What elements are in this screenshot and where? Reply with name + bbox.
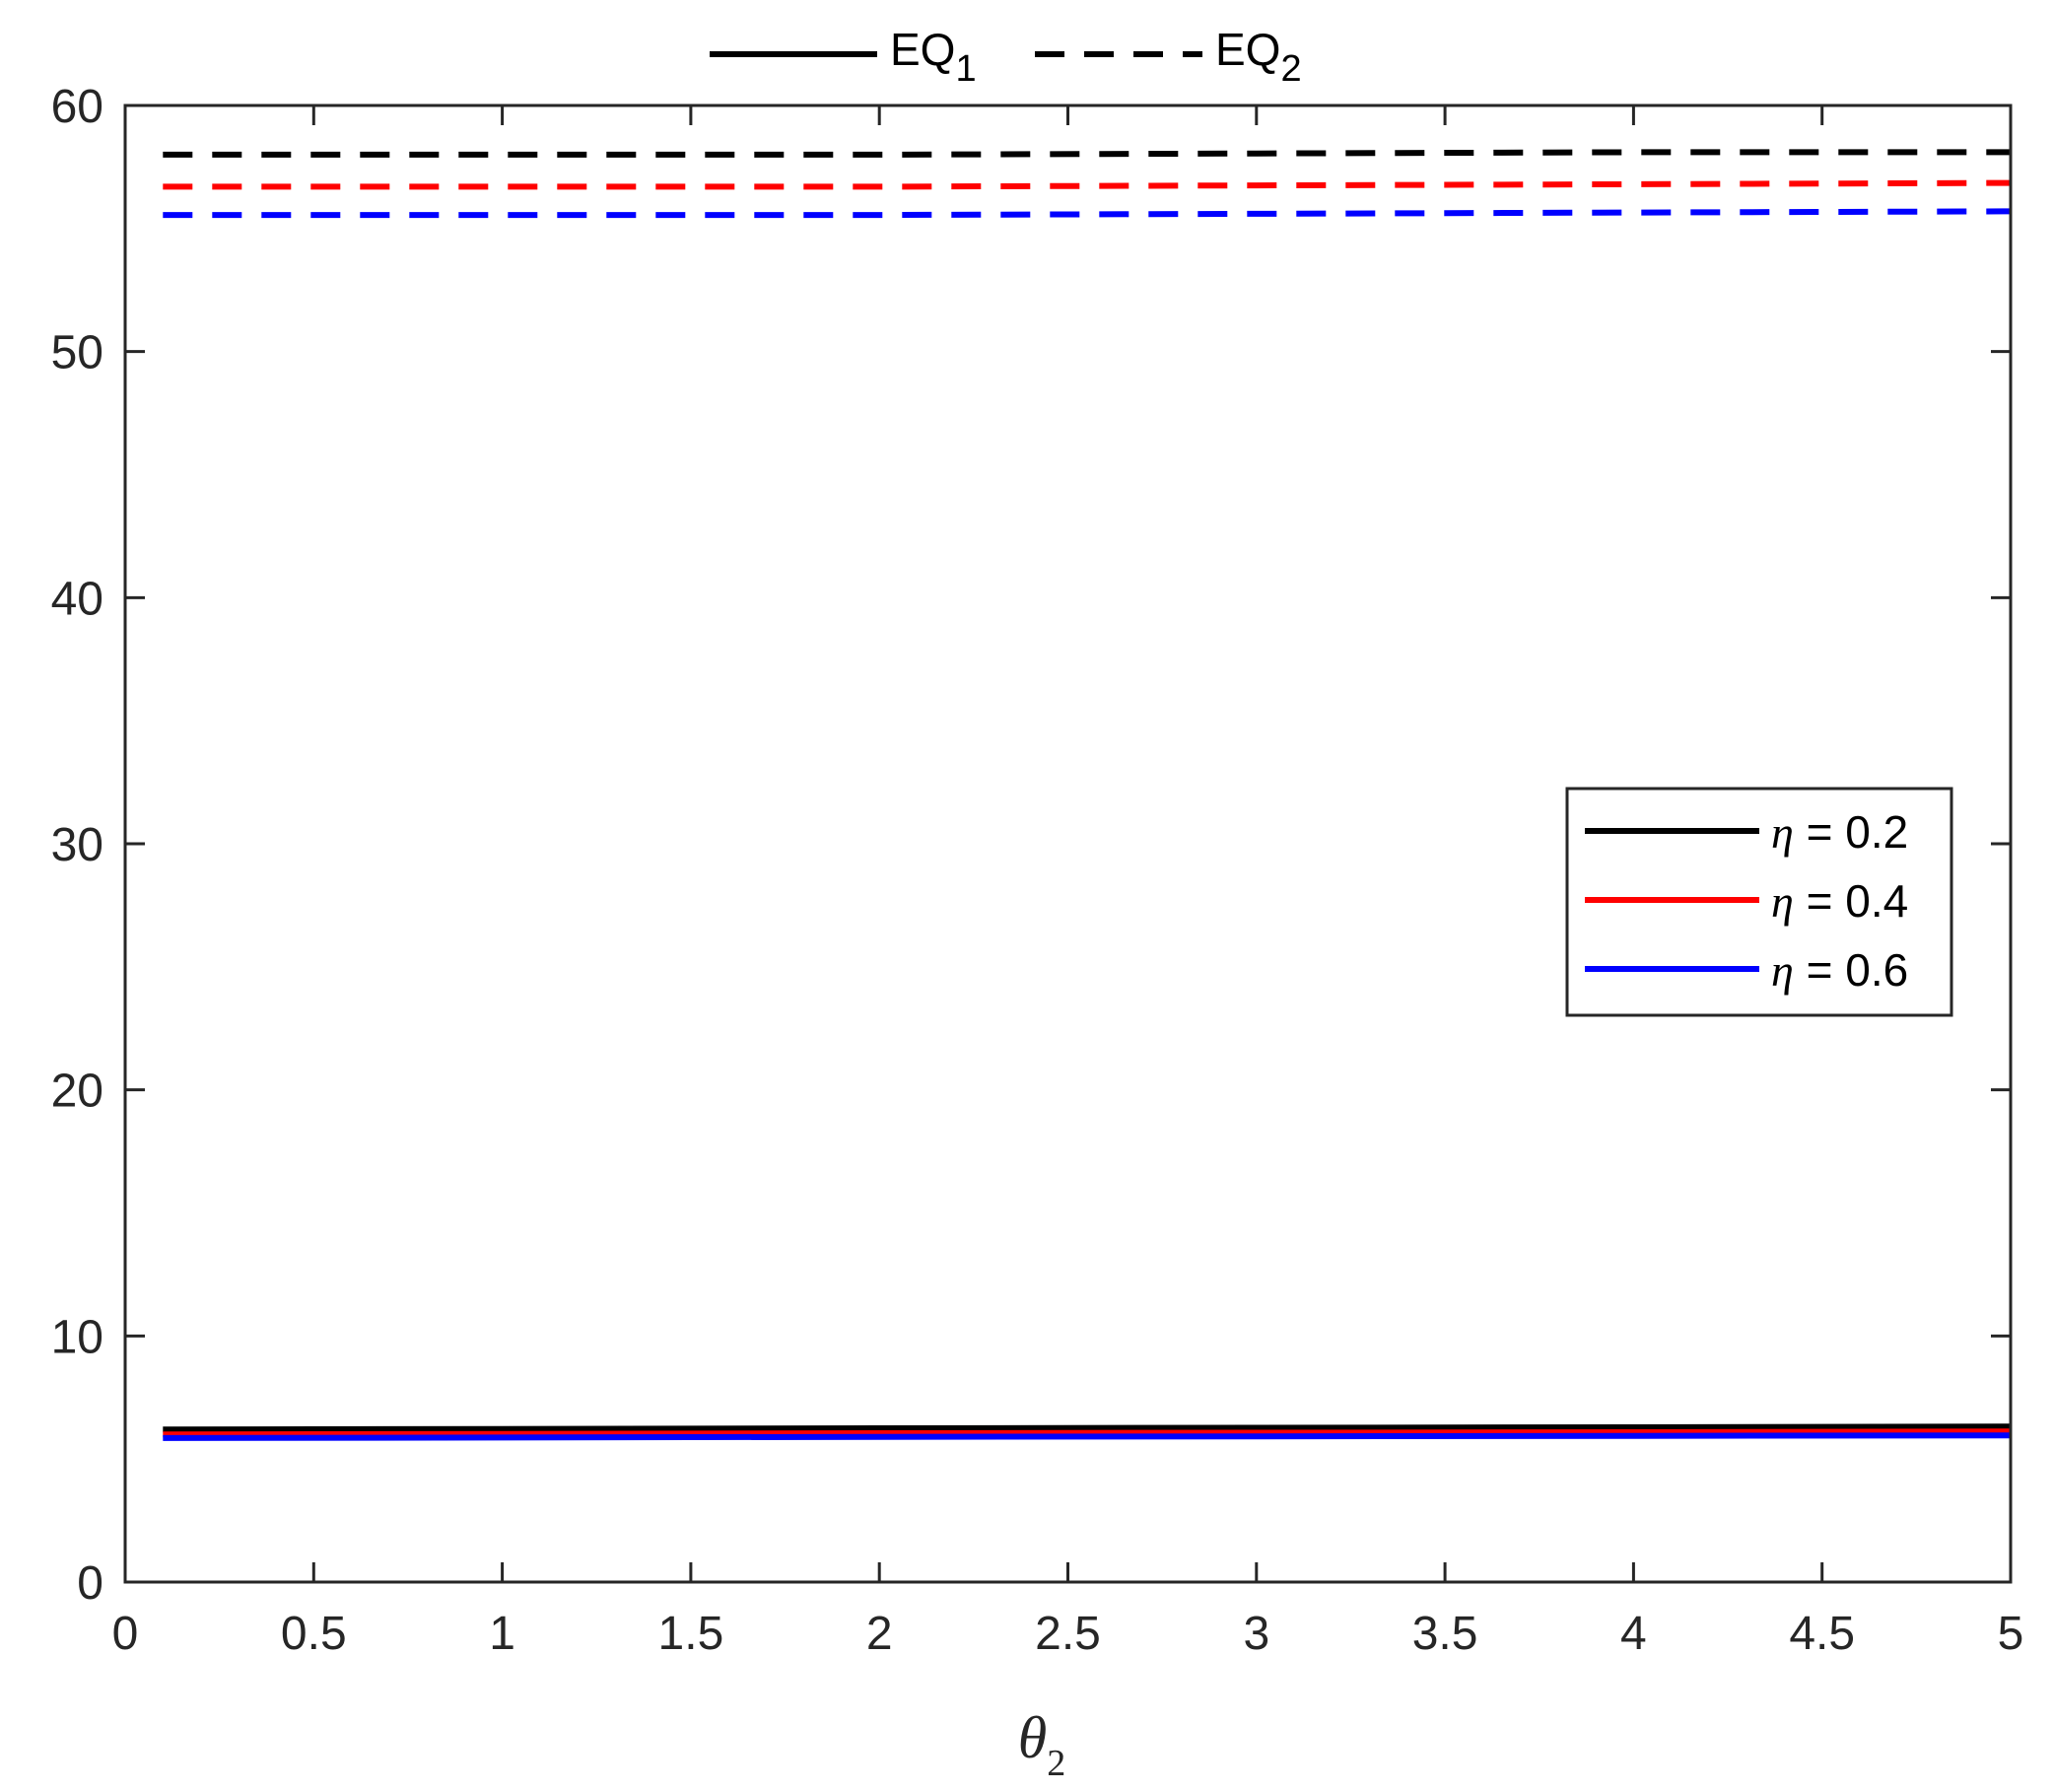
x-axis-title-symbol: θ [1018, 1705, 1047, 1770]
style-legend-label-eq2: EQ2 [1215, 24, 1302, 90]
style-legend-eq2-sub: 2 [1280, 48, 1301, 90]
x-tick-label-10: 5 [1998, 1608, 2024, 1660]
y-tick-label-1: 10 [51, 1311, 103, 1363]
y-tick-label-4: 40 [51, 573, 103, 625]
x-tick-label-7: 3.5 [1412, 1608, 1478, 1660]
color-legend-value-0: = 0.2 [1794, 806, 1908, 858]
series-line-eq1-2 [163, 1432, 2012, 1441]
y-tick-label-3: 30 [51, 819, 103, 871]
y-tick-label-5: 50 [51, 327, 103, 379]
style-legend-eq1-sub: 1 [955, 48, 976, 90]
x-tick-label-3: 1.5 [658, 1608, 724, 1660]
x-tick-label-2: 1 [489, 1608, 515, 1660]
color-legend-symbol-2: η [1771, 945, 1794, 996]
style-legend-label-eq1: EQ1 [890, 24, 977, 90]
style-legend-eq2-text: EQ [1215, 24, 1280, 75]
color-legend-label-2: η = 0.6 [1771, 944, 1908, 996]
style-legend: EQ1 EQ2 [710, 24, 1302, 90]
color-legend-label-1: η = 0.4 [1771, 875, 1908, 927]
series-line-eq2-5 [163, 208, 2012, 219]
color-legend-value-2: = 0.6 [1794, 944, 1908, 996]
series-line-eq1-0 [163, 1423, 2012, 1433]
color-legend: η = 0.2 η = 0.4 η = 0.6 [1565, 787, 1953, 1017]
series-line-eq2-4 [163, 179, 2012, 190]
x-axis-title: θ2 [1018, 1705, 1065, 1784]
color-legend-symbol-1: η [1771, 876, 1794, 927]
x-tick-label-4: 2 [866, 1608, 893, 1660]
series-line-eq1-1 [163, 1428, 2012, 1438]
x-tick-label-9: 4.5 [1789, 1608, 1855, 1660]
x-tick-label-8: 4 [1620, 1608, 1647, 1660]
x-tick-label-6: 3 [1243, 1608, 1269, 1660]
x-tick-label-5: 2.5 [1035, 1608, 1101, 1660]
y-tick-label-6: 60 [51, 81, 103, 133]
y-tick-label-0: 0 [77, 1557, 103, 1610]
x-axis-title-subscript: 2 [1047, 1743, 1065, 1784]
color-legend-symbol-0: η [1771, 807, 1794, 858]
series-line-eq2-3 [163, 149, 2011, 158]
color-legend-label-0: η = 0.2 [1771, 806, 1908, 858]
series-layer [163, 149, 2012, 1441]
style-legend-eq1-text: EQ [890, 24, 955, 75]
x-tick-label-1: 0.5 [281, 1608, 347, 1660]
x-tick-label-0: 0 [112, 1608, 139, 1660]
y-tick-label-2: 20 [51, 1066, 103, 1118]
color-legend-value-1: = 0.4 [1794, 875, 1908, 927]
